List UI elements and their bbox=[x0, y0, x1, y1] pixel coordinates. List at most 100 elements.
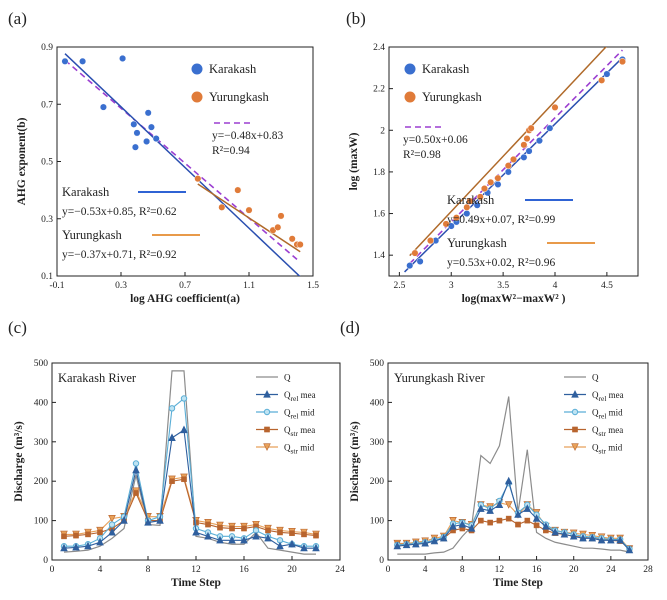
marker-qrel-mea bbox=[276, 541, 284, 550]
fit-name-yurungkash: Yurungkash bbox=[447, 236, 507, 250]
point-yurungkash bbox=[277, 212, 285, 220]
legend-marker-qrel-mea bbox=[263, 390, 271, 398]
point-yurungkash bbox=[476, 193, 484, 201]
marker-qstr-mea bbox=[289, 530, 295, 537]
marker-qstr-mid bbox=[504, 501, 513, 509]
point-yurungkash bbox=[480, 185, 489, 193]
marker-qstr-mea bbox=[73, 532, 79, 539]
legend-marker-qrel-mid bbox=[571, 408, 579, 416]
legend-marker-yurungkash bbox=[404, 91, 416, 103]
plot-area bbox=[404, 47, 626, 273]
x-tick-label: 1.1 bbox=[243, 281, 255, 291]
marker-qrel-mea bbox=[616, 535, 624, 544]
legend-label-part: mea bbox=[298, 390, 315, 400]
y-tick-label: 2.4 bbox=[373, 43, 385, 53]
marker-qrel-mea bbox=[458, 520, 467, 528]
y-tick-label: 0 bbox=[43, 556, 48, 566]
marker-qrel-mea bbox=[156, 516, 164, 524]
fit-line-yurungkash bbox=[409, 47, 607, 257]
marker-qstr-mea bbox=[313, 532, 319, 539]
legend-label-part: str bbox=[599, 447, 607, 456]
point-yurungkash bbox=[245, 206, 253, 214]
x-tick-label: 28 bbox=[643, 565, 653, 575]
marker-qrel-mea bbox=[449, 522, 457, 530]
x-axis-label: Time Step bbox=[171, 577, 221, 589]
legend-label-part: rel bbox=[599, 394, 607, 403]
legend-label-q: Q bbox=[284, 373, 291, 383]
plot-area bbox=[61, 53, 304, 276]
marker-qrel-mea bbox=[551, 527, 559, 536]
marker-qstr-mea bbox=[85, 531, 91, 538]
fit-line-overall bbox=[64, 59, 298, 261]
point-yurungkash bbox=[523, 135, 531, 143]
y-tick-label: 500 bbox=[370, 359, 385, 369]
point-karakash bbox=[130, 120, 138, 128]
marker-qstr-mea bbox=[478, 517, 484, 524]
point-karakash bbox=[535, 137, 543, 145]
marker-qstr-mea bbox=[496, 517, 503, 524]
marker-qstr-mea bbox=[169, 478, 175, 485]
x-tick-label: 0.3 bbox=[115, 281, 127, 291]
y-tick-label: 1.4 bbox=[373, 251, 385, 261]
panel-letter: (a) bbox=[8, 9, 27, 28]
fit-r2-overall: R²=0.98 bbox=[403, 149, 441, 161]
point-karakash bbox=[99, 103, 107, 111]
marker-qrel-mea bbox=[514, 510, 522, 518]
marker-qrel-mea bbox=[495, 500, 504, 508]
marker-qrel-mea bbox=[96, 537, 104, 546]
point-karakash bbox=[144, 109, 152, 117]
x-tick-label: 1.5 bbox=[307, 281, 319, 291]
point-yurungkash bbox=[504, 162, 512, 170]
x-tick-label: 0 bbox=[386, 565, 391, 575]
y-tick-label: 400 bbox=[370, 398, 385, 408]
point-karakash bbox=[416, 257, 424, 265]
point-yurungkash bbox=[194, 175, 202, 183]
x-tick-label: 0.7 bbox=[179, 281, 191, 291]
marker-qrel-mea bbox=[144, 518, 152, 526]
y-tick-label: 1.6 bbox=[373, 210, 385, 220]
point-karakash bbox=[546, 124, 554, 132]
x-tick-label: 2.5 bbox=[393, 281, 405, 291]
marker-qrel-mea bbox=[300, 543, 308, 552]
marker-qrel-mid bbox=[132, 460, 140, 467]
marker-qrel-mea bbox=[607, 535, 615, 544]
marker-qrel-mea bbox=[588, 533, 597, 542]
point-yurungkash bbox=[551, 103, 559, 111]
x-axis-label: Time Step bbox=[493, 577, 543, 589]
legend-label-qstr-mea: Qstr mea bbox=[592, 425, 623, 438]
marker-qrel-mea bbox=[542, 522, 550, 530]
marker-qrel-mea bbox=[560, 529, 569, 538]
marker-qrel-mea bbox=[252, 531, 260, 540]
legend-label-part: str bbox=[599, 429, 607, 438]
legend-label-qstr-mid: Qstr mid bbox=[284, 443, 315, 456]
marker-qstr-mea bbox=[487, 519, 493, 526]
marker-qstr-mea bbox=[515, 521, 521, 528]
point-karakash bbox=[143, 137, 151, 146]
point-karakash bbox=[152, 135, 160, 143]
marker-qrel-mea bbox=[477, 504, 485, 512]
series-line-qrel-mea bbox=[63, 429, 316, 549]
fit-line-karakash bbox=[404, 57, 623, 273]
legend-label-part: mid bbox=[298, 408, 315, 418]
point-yurungkash bbox=[463, 203, 471, 211]
y-tick-label: 0.3 bbox=[41, 215, 53, 225]
point-yurungkash bbox=[411, 249, 419, 257]
panel-letter: (c) bbox=[8, 318, 27, 337]
point-karakash bbox=[603, 70, 611, 78]
y-axis-label: Discharge (m³/s) bbox=[349, 421, 361, 502]
legend-label-part: rel bbox=[599, 412, 607, 421]
point-yurungkash bbox=[296, 240, 304, 249]
fit-equation-karakash: y=−0.53x+0.85, R²=0.62 bbox=[62, 206, 177, 218]
marker-qrel-mea bbox=[264, 533, 272, 542]
legend-label-part: Q bbox=[592, 408, 599, 418]
x-tick-label: 8 bbox=[146, 565, 151, 575]
legend-label-part: Q bbox=[592, 443, 599, 453]
legend-marker-qstr-mid bbox=[263, 443, 271, 451]
legend-label-part: Q bbox=[592, 390, 599, 400]
marker-qrel-mea bbox=[240, 535, 248, 544]
point-yurungkash bbox=[274, 223, 282, 231]
legend-label-part: mid bbox=[606, 408, 623, 418]
y-tick-label: 1.8 bbox=[373, 168, 385, 178]
marker-qstr-mea bbox=[181, 476, 187, 483]
legend-marker-qstr-mid bbox=[571, 443, 579, 451]
